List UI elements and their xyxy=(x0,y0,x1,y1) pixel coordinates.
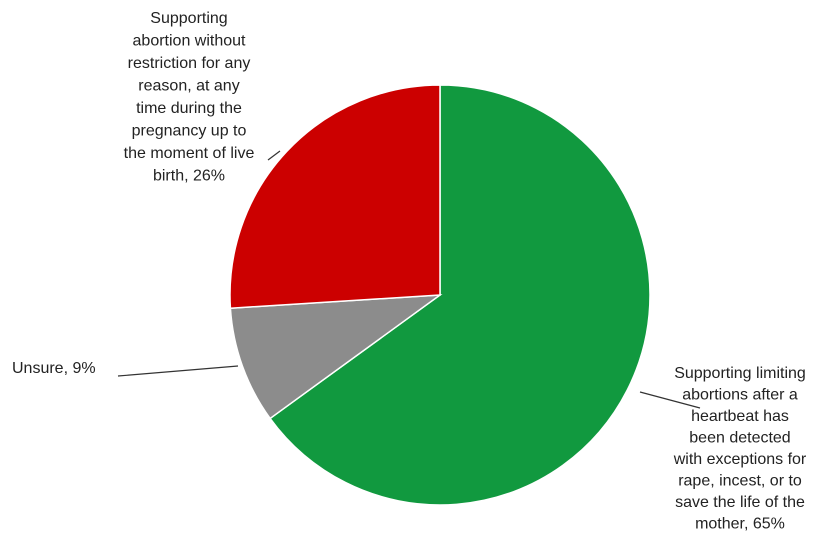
slice-label-line: Supporting xyxy=(150,10,227,27)
slice-label-line: birth, 26% xyxy=(153,168,225,185)
slice-label-line: Supporting limiting xyxy=(674,365,806,382)
slice-label-limit: Supporting limiting abortions after a hear… xyxy=(673,365,807,533)
leader-line-unrestricted xyxy=(267,150,281,161)
pie-slice-limit xyxy=(269,84,651,506)
leader-line-unsure xyxy=(117,365,239,377)
slice-label-line: save the life of the xyxy=(675,494,805,511)
slice-label-line: mother, 65% xyxy=(695,516,785,533)
slice-label-line: heartbeat has xyxy=(691,408,789,425)
leader-lines xyxy=(117,150,701,409)
slice-label-line: time during the xyxy=(136,100,242,117)
pie-slice-unsure xyxy=(229,294,443,420)
slice-label-line: the moment of live xyxy=(124,145,255,162)
slice-label-unrestricted: Supporting abortion without restriction fo… xyxy=(124,10,255,185)
slice-label-line: been detected xyxy=(689,430,790,447)
slice-label-line: Unsure, 9% xyxy=(12,360,96,377)
slice-label-line: pregnancy up to xyxy=(132,123,247,140)
slice-label-line: with exceptions for xyxy=(673,451,807,468)
slice-label-unsure: Unsure, 9% xyxy=(12,360,96,377)
slice-label-line: abortions after a xyxy=(682,387,798,404)
leader-line-limit xyxy=(639,391,701,409)
pie-slice-unrestricted xyxy=(229,84,441,309)
slice-label-line: restriction for any xyxy=(128,55,251,72)
slice-label-line: rape, incest, or to xyxy=(678,473,802,490)
slice-label-line: reason, at any xyxy=(138,78,239,95)
slice-labels: Supporting limiting abortions after a hear… xyxy=(12,10,807,533)
slice-label-line: abortion without xyxy=(133,33,247,50)
pie-slices xyxy=(229,84,651,506)
